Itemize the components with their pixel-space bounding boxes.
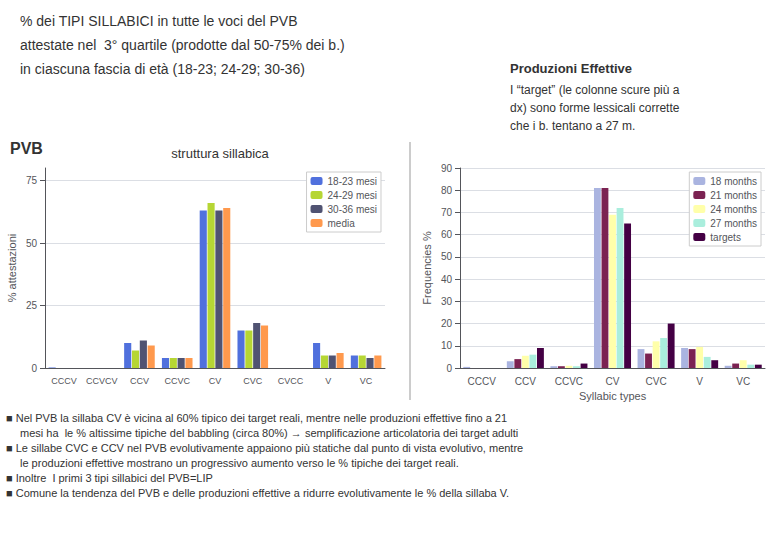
svg-text:80: 80 [441, 185, 453, 196]
svg-text:CCVC: CCVC [164, 376, 190, 386]
svg-text:PVB: PVB [10, 140, 43, 157]
svg-text:60: 60 [441, 229, 453, 240]
svg-text:che i b. tentano a 27 m.: che i b. tentano a 27 m. [510, 119, 635, 133]
svg-text:■ Comune la tendenza del PVB e: ■ Comune la tendenza del PVB e delle pro… [6, 487, 509, 499]
svg-text:10: 10 [441, 340, 453, 351]
svg-text:CCV: CCV [515, 376, 536, 387]
svg-text:targets: targets [710, 232, 741, 243]
svg-text:21 months: 21 months [710, 190, 757, 201]
svg-text:40: 40 [441, 274, 453, 285]
svg-text:CCVCV: CCVCV [86, 376, 118, 386]
svg-text:VC: VC [736, 376, 750, 387]
svg-text:CCCV: CCCV [468, 376, 497, 387]
svg-text:attestate nel 3° quartile (pr: attestate nel 3° quartile (prodotte dal … [20, 37, 345, 53]
svg-text:■ Nel PVB la sillaba CV è vici: ■ Nel PVB la sillaba CV è vicina al 60% … [6, 412, 507, 424]
svg-text:0: 0 [446, 363, 452, 374]
svg-text:18-23 mesi: 18-23 mesi [328, 176, 377, 187]
svg-text:CCV: CCV [130, 376, 149, 386]
svg-text:in ciascuna fascia di età (18-: in ciascuna fascia di età (18-23; 24-29;… [20, 61, 305, 77]
svg-text:18 months: 18 months [710, 176, 757, 187]
svg-text:0: 0 [31, 363, 37, 374]
svg-text:24 months: 24 months [710, 204, 757, 215]
svg-text:% dei TIPI SILLABICI in tutte: % dei TIPI SILLABICI in tutte le voci de… [20, 13, 298, 29]
svg-text:50: 50 [26, 238, 38, 249]
svg-text:CCCV: CCCV [51, 376, 77, 386]
svg-text:CVC: CVC [646, 376, 667, 387]
svg-text:media: media [328, 218, 356, 229]
svg-text:CV: CV [606, 376, 620, 387]
svg-text:27 months: 27 months [710, 218, 757, 229]
svg-text:I “target” (le colonne scure p: I “target” (le colonne scure più a [510, 83, 680, 97]
svg-text:75: 75 [26, 175, 38, 186]
svg-text:Syllabic types: Syllabic types [579, 390, 647, 402]
svg-text:V: V [696, 376, 703, 387]
svg-text:% attestazioni: % attestazioni [6, 234, 18, 302]
svg-text:le produzioni effettive mostra: le produzioni effettive mostrano un prog… [20, 457, 459, 469]
svg-text:20: 20 [441, 318, 453, 329]
svg-text:CVCC: CVCC [278, 376, 304, 386]
svg-text:VC: VC [360, 376, 373, 386]
svg-text:mesi ha le % altissime tipich: mesi ha le % altissime tipiche del babbl… [20, 427, 518, 439]
svg-text:90: 90 [441, 163, 453, 174]
svg-text:■ Le sillabe CVC e CCV nel PVB: ■ Le sillabe CVC e CCV nel PVB evolutiva… [6, 442, 523, 454]
svg-text:25: 25 [26, 300, 38, 311]
svg-text:50: 50 [441, 251, 453, 262]
svg-text:CCVC: CCVC [555, 376, 583, 387]
svg-text:CV: CV [209, 376, 222, 386]
svg-text:70: 70 [441, 207, 453, 218]
svg-text:struttura sillabica: struttura sillabica [171, 146, 269, 161]
svg-text:30: 30 [441, 296, 453, 307]
svg-text:dx) sono forme lessicali corre: dx) sono forme lessicali corrette [510, 101, 680, 115]
svg-text:V: V [325, 376, 331, 386]
svg-text:24-29 mesi: 24-29 mesi [328, 190, 377, 201]
svg-text:CVC: CVC [243, 376, 263, 386]
svg-text:Frequencies %: Frequencies % [421, 231, 433, 305]
svg-text:■ Inoltre I primi 3 tipi sill: ■ Inoltre I primi 3 tipi sillabici del P… [6, 472, 213, 484]
svg-text:Produzioni Effettive: Produzioni Effettive [510, 61, 632, 76]
svg-text:30-36 mesi: 30-36 mesi [328, 204, 377, 215]
